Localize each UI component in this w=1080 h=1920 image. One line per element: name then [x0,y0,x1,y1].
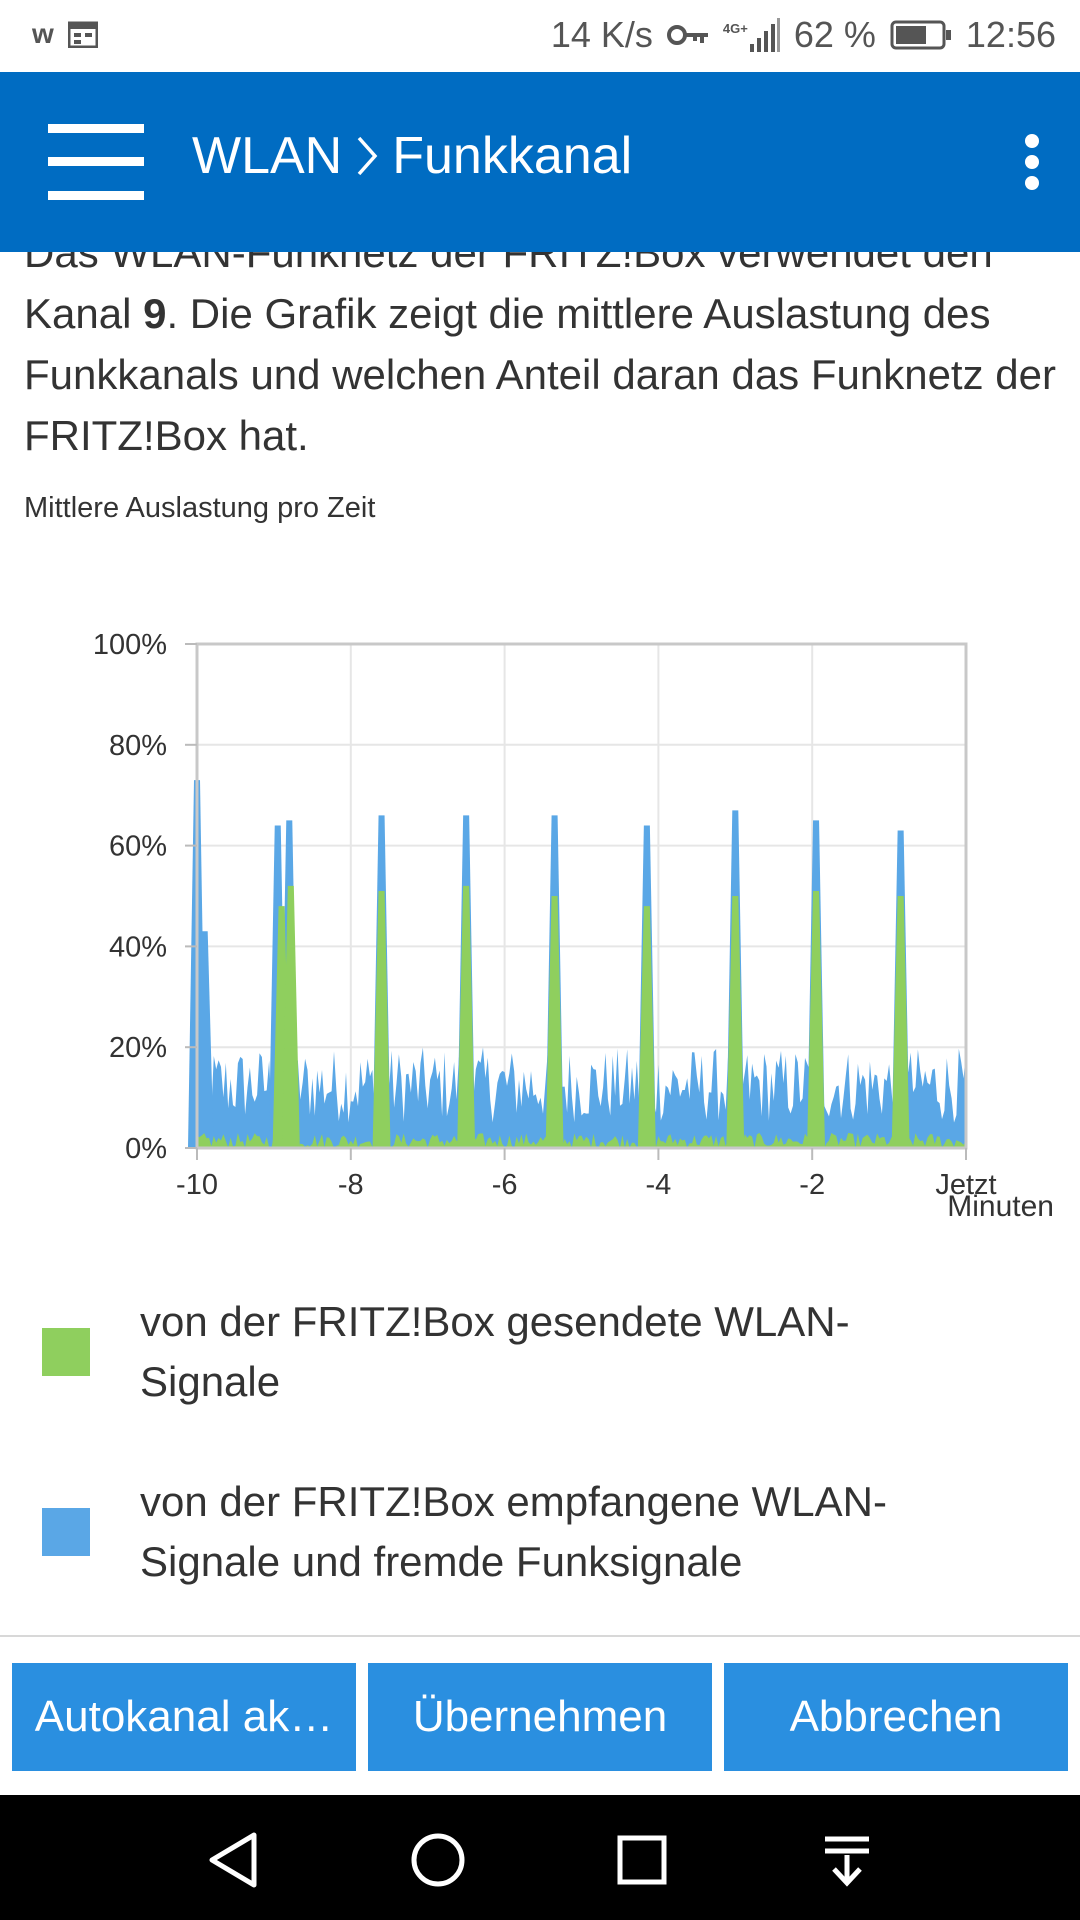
status-right-icons: 14 K/s 4G+ 62 % 12:56 [551,14,1056,56]
autokanal-button[interactable]: Autokanal ak… [12,1663,356,1771]
y-tick-label: 80% [109,730,167,762]
status-left-icons: w [32,18,98,50]
series-spike [637,906,656,1148]
app-bar: WLAN Funkkanal [0,72,1080,252]
chart-series-sent [197,885,966,1148]
chevron-right-icon [357,136,378,176]
x-axis-unit: Minuten [947,1190,1054,1223]
x-tick-label: -10 [176,1169,218,1201]
chart-series-received [188,780,966,1148]
breadcrumb-section[interactable]: WLAN [192,127,343,185]
back-triangle-icon[interactable] [198,1825,268,1895]
action-bar: Autokanal ak… Übernehmen Abbrechen [0,1635,1080,1797]
calendar-icon [67,21,98,48]
series-spike [545,896,564,1148]
chart-title: Mittlere Auslastung pro Zeit [24,492,376,524]
series-spike [807,890,826,1148]
notification-pull-icon[interactable] [812,1825,882,1895]
y-tick-label: 40% [109,931,167,963]
signal-group: 4G+ [723,18,780,52]
legend-swatch-blue [42,1508,90,1556]
intro-text: Das WLAN-Funknetz der FRITZ!Box verwende… [24,222,1064,466]
clock: 12:56 [965,14,1056,55]
page-title: Funkkanal [392,127,633,185]
legend-label-sent: von der FRITZ!Box gesendete WLAN-Signale [140,1298,850,1405]
channel-number: 9 [143,290,167,337]
status-bar: w 14 K/s 4G+ 62 % 12:56 [0,0,1080,72]
hamburger-menu-icon[interactable] [48,124,144,200]
apply-button[interactable]: Übernehmen [368,1663,712,1771]
network-speed: 14 K/s [550,14,653,55]
breadcrumb: WLAN Funkkanal [192,126,632,186]
series-spike [195,931,214,1148]
y-tick-label: 60% [109,831,167,863]
series-spike [891,896,910,1148]
plot-frame [195,642,968,1150]
legend-swatch-green [42,1328,90,1376]
x-tick-label: -4 [646,1169,672,1201]
series-spike [726,896,745,1148]
x-tick-label: -6 [492,1169,518,1201]
series-area [197,780,966,1148]
x-tick-label: Jetzt [935,1169,996,1201]
load-chart: 0% 20% 40% 60% 80% 100% -10 -8 -6 -4 -2 Jetzt [93,629,997,1201]
legend-item-sent: von der FRITZ!Box gesendete WLAN-Signale [42,1292,1042,1412]
home-circle-icon[interactable] [403,1825,473,1895]
recents-square-icon[interactable] [607,1825,677,1895]
battery-icon [890,20,951,50]
legend-item-received: von der FRITZ!Box empfangene WLAN-Signal… [42,1472,1042,1592]
scroll-content[interactable]: Das WLAN-Funknetz der FRITZ!Box verwende… [0,72,1080,1632]
w-app-icon: w [32,18,54,49]
signal-strength-icon [749,18,780,52]
x-tick-label: -8 [338,1169,364,1201]
series-spike [457,885,476,1148]
system-nav-bar [0,1795,1080,1920]
x-axis-ticks: -10 -8 -6 -4 -2 Jetzt [176,1148,997,1201]
y-tick-label: 20% [109,1032,167,1064]
x-tick-label: -2 [799,1169,825,1201]
network-type-label: 4G+ [722,21,748,36]
cancel-button[interactable]: Abbrechen [724,1663,1068,1771]
y-tick-label: 100% [93,629,167,661]
vpn-key-icon [666,25,708,45]
series-spike [372,890,391,1148]
y-axis-ticks: 0% 20% 40% 60% 80% 100% [93,629,197,1165]
intro-after-channel: . Die Grafik zeigt die mittlere Auslastu… [24,290,1056,459]
chart-frame [195,642,968,1150]
y-tick-label: 0% [125,1133,167,1165]
battery-percent: 62 % [793,14,876,55]
overflow-menu-icon[interactable] [1020,134,1044,190]
legend-label-received: von der FRITZ!Box empfangene WLAN-Signal… [140,1478,887,1585]
chart-grid [196,643,967,1149]
intro-before-channel: Kanal [24,290,144,337]
series-spike [281,885,300,1148]
